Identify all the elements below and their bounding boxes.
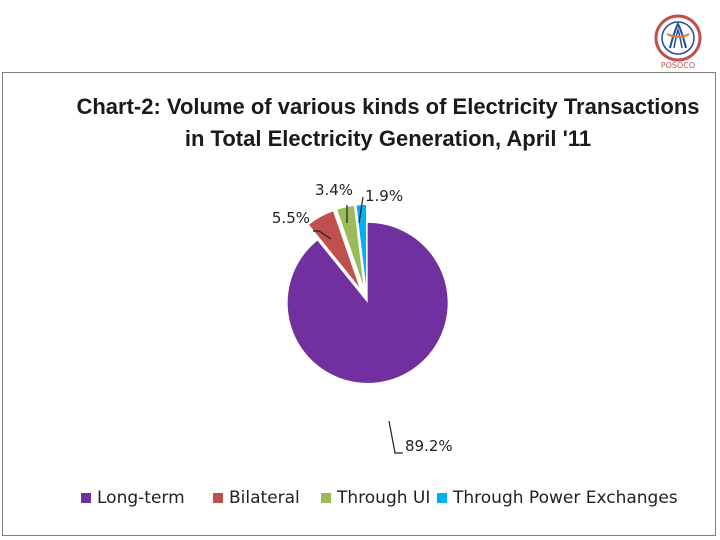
legend-swatch [437,493,447,503]
pie-slice-through-ui [337,205,364,286]
legend-label: Through UI [337,488,431,508]
svg-text:POSOCO: POSOCO [661,61,695,70]
legend-item: Long-term [81,485,185,511]
legend-swatch [213,493,223,503]
legend-swatch [321,493,331,503]
legend-item: Bilateral [213,485,300,511]
posoco-logo: POSOCO [654,14,702,70]
data-label: 1.9% [365,187,403,205]
pie-slice-bilateral [309,211,360,288]
legend-label: Through Power Exchanges [453,488,678,508]
pie-chart: 89.2% 5.5% 3.4% 1.9% [272,181,453,455]
chart-title-line-1: Chart-2: Volume of various kinds of Elec… [76,94,700,119]
leader-line [388,420,403,454]
chart-title: Chart-2: Volume of various kinds of Elec… [31,91,720,155]
data-label: 89.2% [405,437,453,455]
legend-item: Through UI [321,485,430,511]
legend-label: Long-term [97,488,185,508]
legend-label: Bilateral [229,488,300,508]
leader-line [313,230,332,240]
pie-slice-long-term [287,222,448,383]
chart-frame: Chart-2: Volume of various kinds of Elec… [2,72,716,536]
data-label: 3.4% [315,181,353,199]
legend-item: Through Power Exchanges [437,485,678,511]
pie-slice-through-power-exchanges [356,205,367,286]
leader-line [358,196,364,224]
chart-legend: Long-term Bilateral Through UI Through Powe… [81,485,701,513]
data-label: 5.5% [272,209,310,227]
chart-title-line-2: in Total Electricity Generation, April '… [184,126,592,151]
legend-swatch [81,493,91,503]
